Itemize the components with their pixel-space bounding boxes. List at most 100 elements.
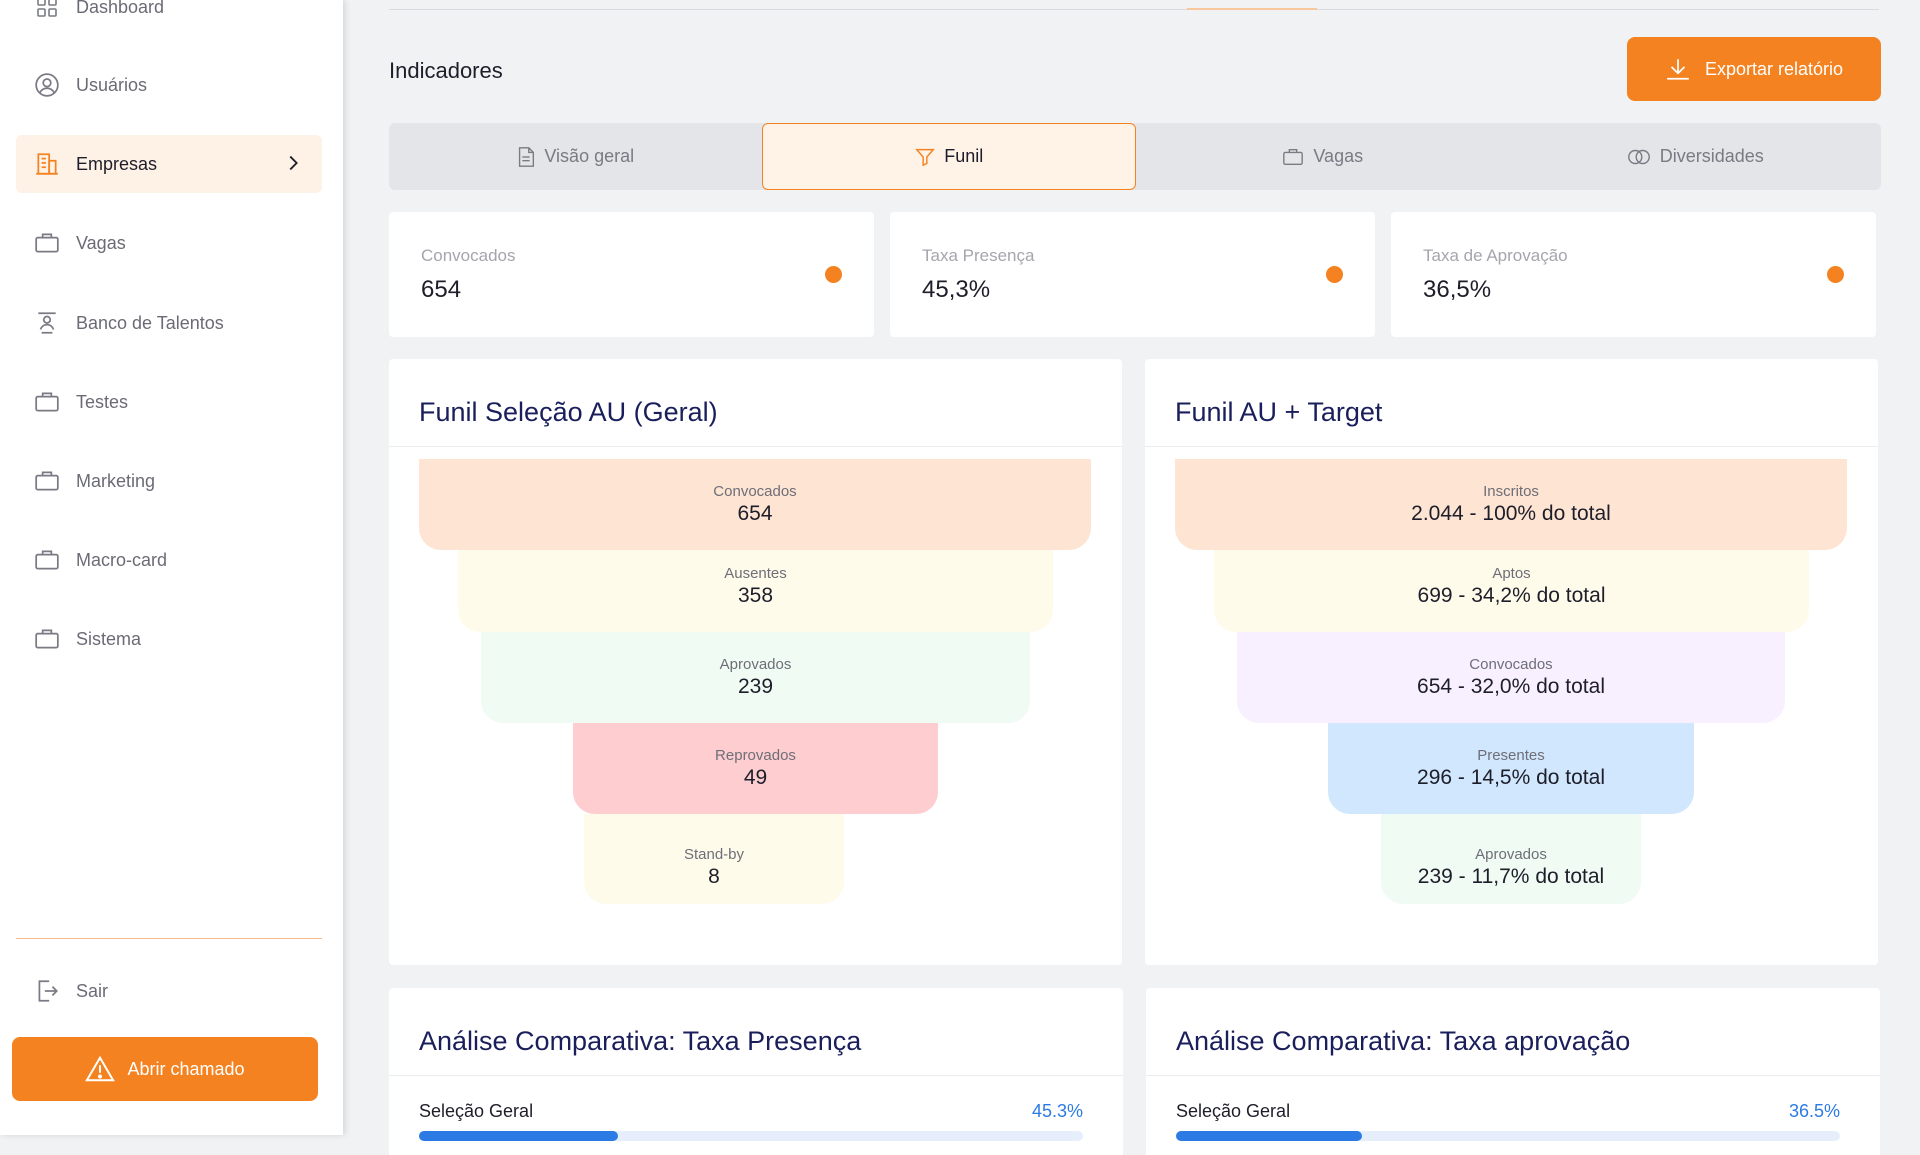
card-title: Análise Comparativa: Taxa Presença: [419, 1026, 862, 1056]
funnel-stage: Ausentes 358: [458, 541, 1053, 632]
sidebar-item-sistema[interactable]: Sistema: [16, 610, 322, 668]
sidebar-item-label: Empresas: [76, 153, 158, 174]
funnel-stage: Inscritos 2.044 - 100% do total: [1175, 459, 1847, 550]
logout-icon: [32, 976, 62, 1006]
kpi-value: 654: [421, 276, 462, 303]
export-report-label: Exportar relatório: [1704, 58, 1844, 79]
kpi-label: Convocados: [421, 246, 516, 265]
logout-button[interactable]: Sair: [16, 962, 322, 1020]
stage-value: 699 - 34,2% do total: [1417, 583, 1606, 607]
sidebar-item-label: Dashboard: [76, 0, 165, 17]
funnel-stage: Presentes 296 - 14,5% do total: [1328, 723, 1694, 814]
funnel-stage: Aprovados 239 - 11,7% do total: [1381, 814, 1641, 904]
sidebar-item-label: Vagas: [76, 232, 126, 253]
tab-label: Vagas: [1313, 146, 1364, 166]
user-circle-icon: [32, 70, 62, 100]
row-label: Seleção Geral: [1176, 1101, 1291, 1121]
tab-funil[interactable]: Funil: [761, 123, 1136, 190]
tab-bar: Visão geral Funil Vagas Diversidades: [389, 123, 1881, 190]
row-percent: 45.3%: [1031, 1101, 1083, 1121]
funnel-stage: Aptos 699 - 34,2% do total: [1214, 541, 1809, 632]
briefcase-icon: [32, 545, 62, 575]
sidebar-item-empresas[interactable]: Empresas: [16, 135, 322, 193]
sidebar-item-label: Macro-card: [76, 549, 168, 570]
building-icon: [32, 149, 62, 179]
funnel-stage: Convocados 654: [419, 459, 1091, 550]
open-ticket-button[interactable]: Abrir chamado: [12, 1037, 318, 1101]
sidebar-item-macro-card[interactable]: Macro-card: [16, 531, 322, 589]
stage-label: Aptos: [1492, 564, 1531, 582]
status-dot: [1326, 266, 1343, 283]
talent-icon: [32, 308, 62, 338]
sidebar-item-marketing[interactable]: Marketing: [16, 452, 322, 510]
kpi-label: Taxa Presença: [922, 246, 1035, 265]
stage-value: 654: [737, 501, 773, 525]
stage-value: 239: [737, 674, 774, 698]
card-title: Análise Comparativa: Taxa aprovação: [1176, 1026, 1631, 1056]
tab-diversidades[interactable]: Diversidades: [1509, 123, 1882, 190]
sidebar-item-vagas[interactable]: Vagas: [16, 214, 322, 272]
comparative-approval-card: Análise Comparativa: Taxa aprovação Sele…: [1146, 988, 1880, 1155]
briefcase-icon: [1281, 146, 1305, 168]
sidebar-item-label: Sistema: [76, 628, 142, 649]
funnel-stage: Stand-by 8: [584, 814, 844, 904]
stage-label: Ausentes: [724, 564, 787, 582]
funnel-geral-card: Funil Seleção AU (Geral) Stand-by 8 Repr…: [389, 359, 1122, 965]
kpi-card-convocados: Convocados 654: [389, 212, 874, 337]
sidebar-item-banco-de-talentos[interactable]: Banco de Talentos: [16, 294, 322, 352]
card-divider: [1146, 1075, 1880, 1076]
sidebar-item-usuarios[interactable]: Usuários: [16, 56, 322, 114]
card-title: Funil AU + Target: [1175, 397, 1383, 427]
document-icon: [516, 146, 536, 168]
stage-value: 49: [743, 765, 768, 789]
briefcase-icon: [32, 466, 62, 496]
sidebar-item-label: Usuários: [76, 74, 148, 95]
page-title: Indicadores: [389, 58, 503, 83]
sidebar-item-label: Banco de Talentos: [76, 312, 224, 333]
stage-label: Aprovados: [1475, 846, 1547, 863]
export-report-button[interactable]: Exportar relatório: [1627, 37, 1881, 101]
kpi-label: Taxa de Aprovação: [1423, 246, 1568, 265]
stage-value: 239 - 11,7% do total: [1417, 865, 1605, 888]
stage-value: 296 - 14,5% do total: [1417, 765, 1605, 789]
stage-value: 358: [737, 583, 774, 607]
chevron-right-icon: [282, 152, 304, 179]
sidebar-item-dashboard[interactable]: Dashboard: [16, 0, 322, 36]
stage-label: Reprovados: [715, 746, 796, 764]
sidebar-item-label: Marketing: [76, 470, 156, 491]
progress-fill: [419, 1131, 619, 1141]
kpi-value: 36,5%: [1423, 276, 1492, 303]
briefcase-icon: [32, 228, 62, 258]
rings-icon: [1626, 147, 1652, 167]
briefcase-icon: [32, 624, 62, 654]
logout-label: Sair: [76, 980, 109, 1001]
stage-label: Convocados: [713, 482, 797, 500]
tab-label: Visão geral: [544, 146, 635, 166]
sidebar-item-testes[interactable]: Testes: [16, 373, 322, 431]
stage-label: Inscritos: [1483, 482, 1539, 500]
funnel-stage: Convocados 654 - 32,0% do total: [1237, 632, 1785, 723]
funnel-target-card: Funil AU + Target Aprovados 239 - 11,7% …: [1145, 359, 1878, 965]
stage-label: Stand-by: [683, 846, 745, 863]
download-icon: [1665, 57, 1691, 81]
tab-label: Diversidades: [1659, 146, 1764, 166]
top-tab-indicator: [1187, 8, 1317, 10]
card-divider: [389, 1075, 1123, 1076]
tab-vagas[interactable]: Vagas: [1136, 123, 1509, 190]
progress-track: [419, 1131, 1083, 1141]
briefcase-icon: [32, 387, 62, 417]
filter-icon: [914, 146, 936, 168]
progress-track: [1176, 1131, 1840, 1141]
stage-value: 8: [708, 865, 720, 888]
sidebar-divider: [16, 938, 322, 939]
row-label: Seleção Geral: [419, 1101, 534, 1121]
kpi-card-taxa-presenca: Taxa Presença 45,3%: [890, 212, 1375, 337]
stage-value: 2.044 - 100% do total: [1411, 501, 1611, 525]
top-divider: [389, 9, 1879, 10]
status-dot: [1827, 266, 1844, 283]
tab-label: Funil: [944, 146, 984, 166]
sidebar: Dashboard Usuários Empresas Vagas Banco …: [0, 0, 343, 1135]
grid-icon: [32, 0, 62, 22]
tab-visao-geral[interactable]: Visão geral: [389, 123, 762, 190]
stage-label: Aprovados: [719, 655, 792, 673]
